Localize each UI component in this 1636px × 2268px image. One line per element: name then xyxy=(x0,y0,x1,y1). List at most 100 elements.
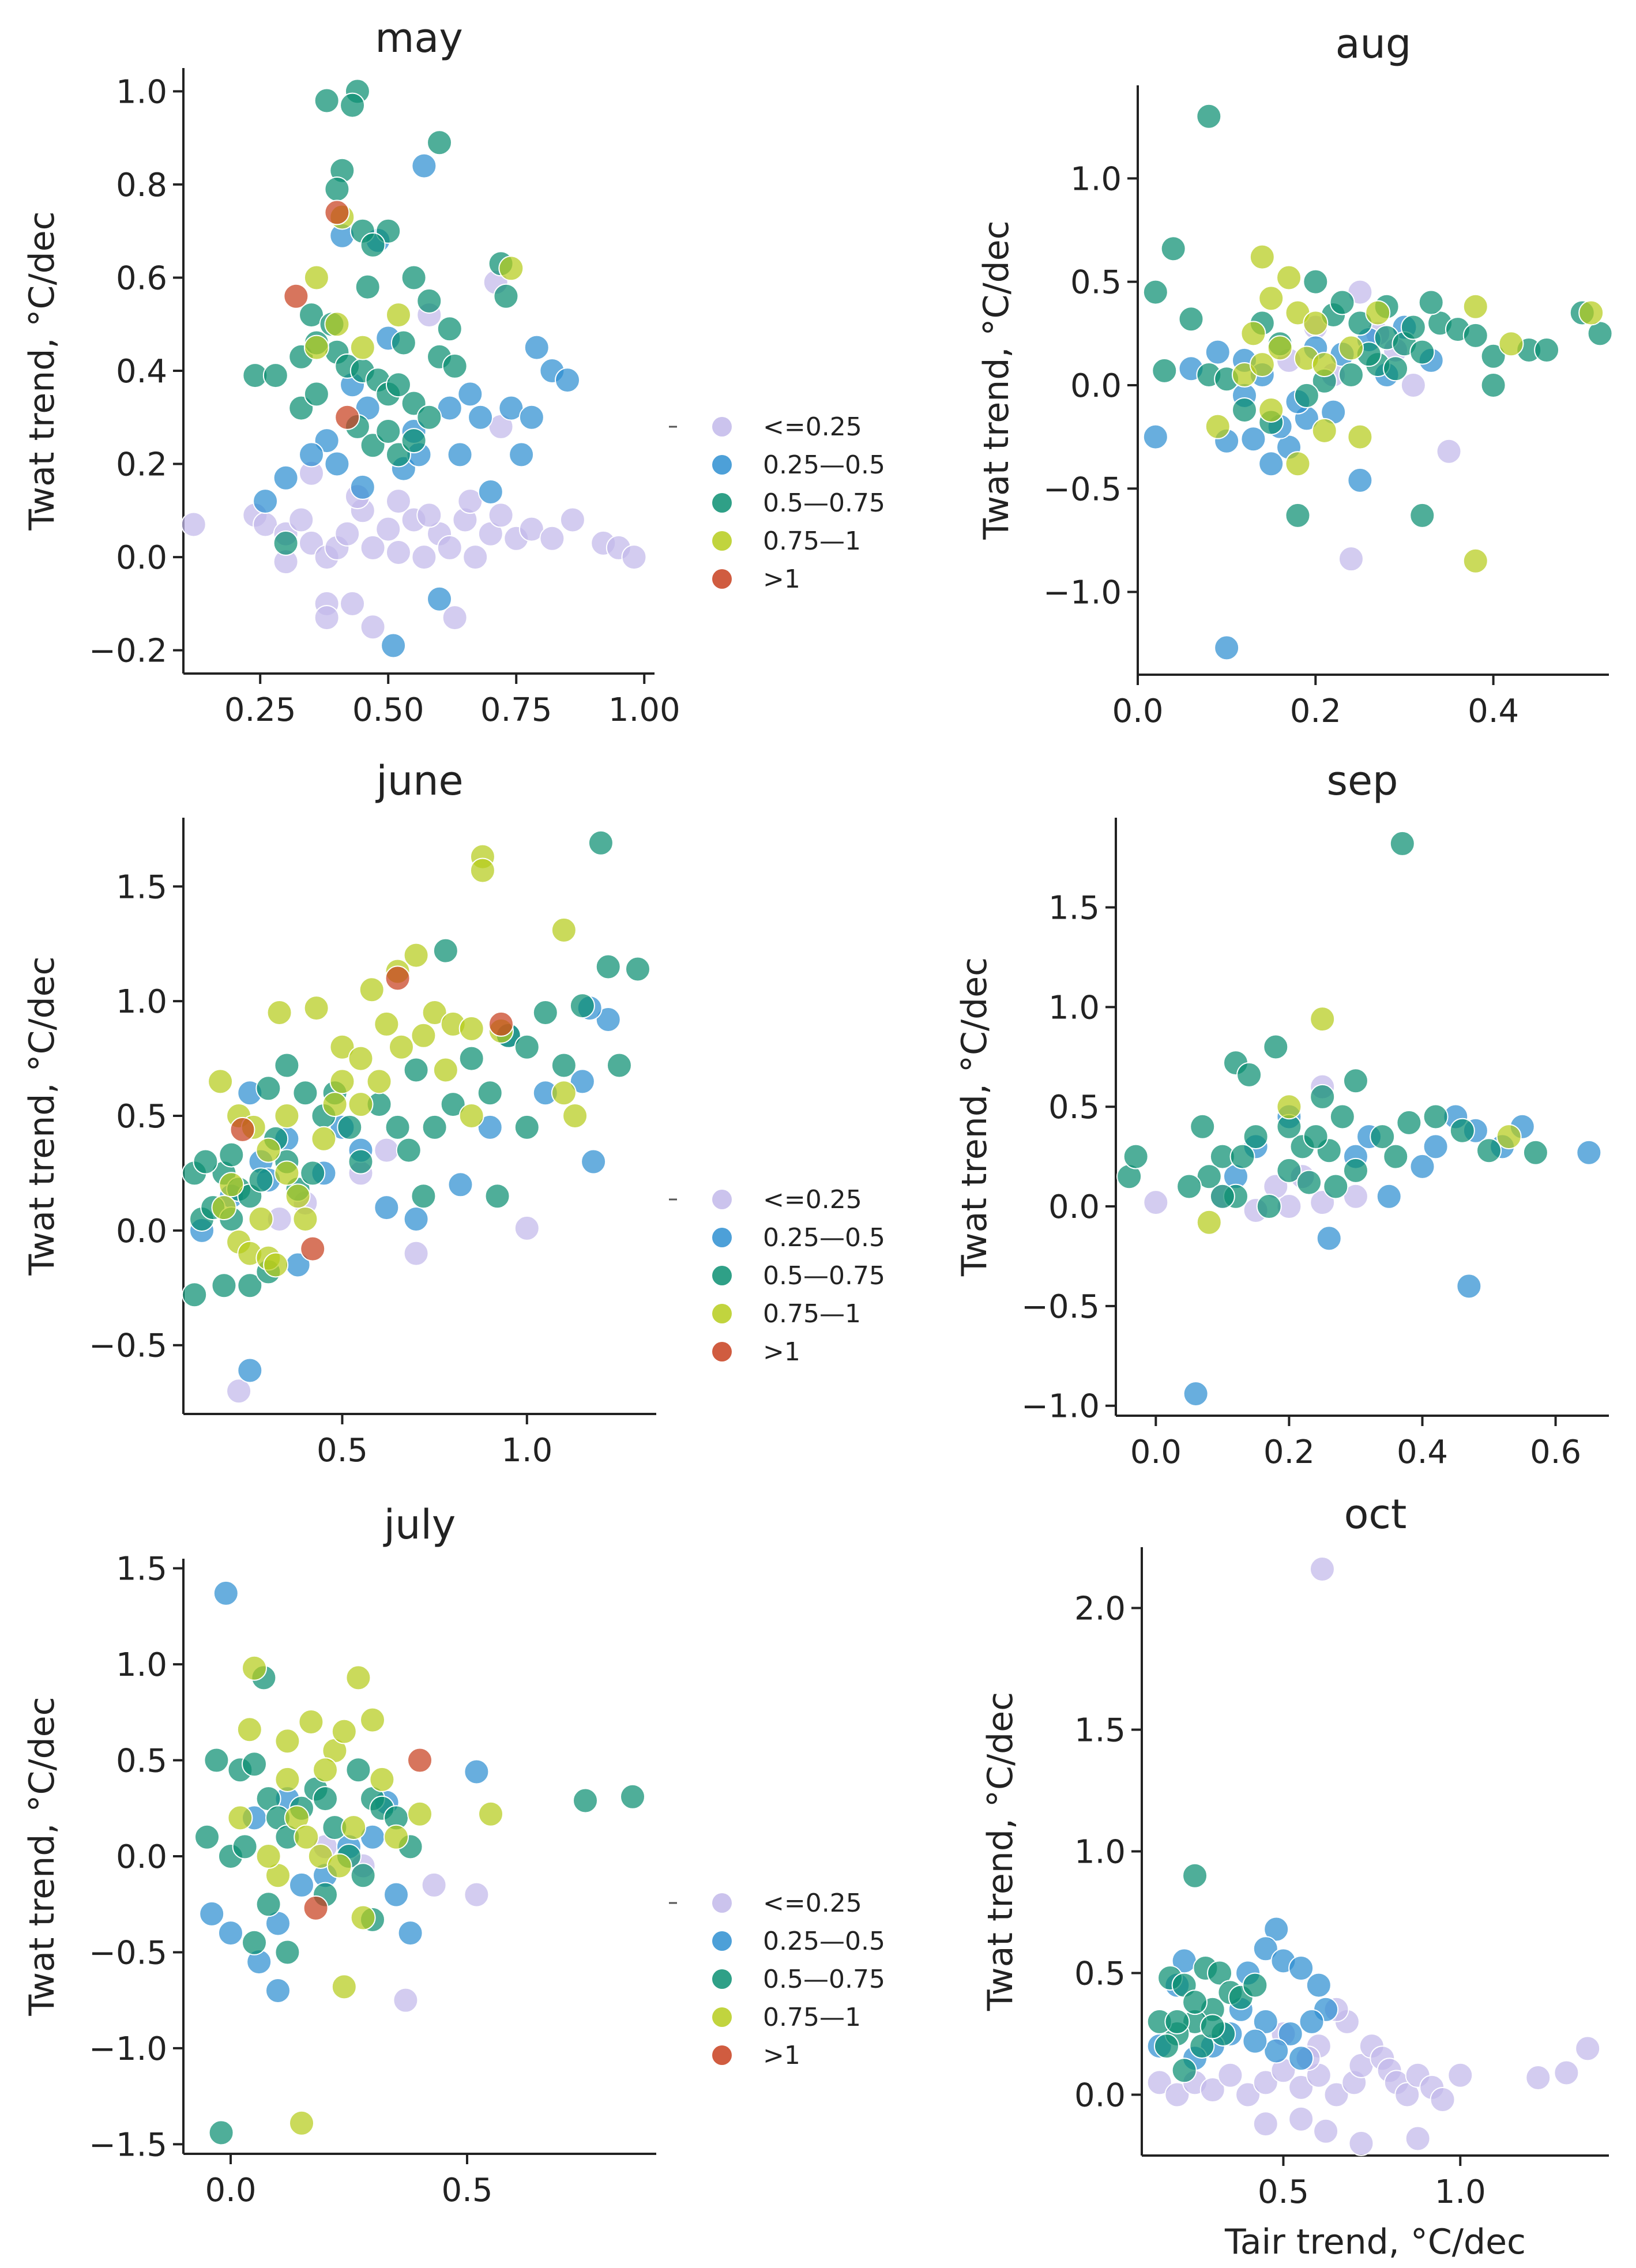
data-point xyxy=(478,1801,503,1827)
data-point xyxy=(313,1757,338,1783)
y-tick-label: 0.5 xyxy=(1074,1955,1126,1993)
data-point xyxy=(237,1273,263,1299)
data-point xyxy=(248,1206,274,1232)
data-point xyxy=(1338,335,1364,361)
data-point xyxy=(1229,1144,1255,1169)
data-point xyxy=(469,857,495,883)
data-point xyxy=(1123,1144,1149,1169)
y-tick-label: 1.0 xyxy=(1048,989,1100,1026)
legend-marker xyxy=(712,455,732,475)
data-point xyxy=(303,995,329,1021)
y-tick-label: 0.0 xyxy=(1048,1188,1100,1226)
data-point xyxy=(411,544,437,570)
data-point xyxy=(255,1075,281,1101)
legend-label: <=0.25 xyxy=(763,412,862,442)
data-point xyxy=(403,1206,429,1232)
data-point xyxy=(345,1757,371,1783)
data-point xyxy=(211,1273,237,1299)
data-point xyxy=(1430,2086,1456,2112)
data-point xyxy=(1409,502,1435,528)
data-point xyxy=(1323,1174,1349,1199)
data-point xyxy=(551,917,577,943)
data-point xyxy=(539,525,565,551)
data-point xyxy=(427,130,453,156)
data-point xyxy=(1263,1034,1289,1060)
data-point xyxy=(213,1580,239,1606)
data-point xyxy=(1231,397,1257,423)
y-tick-label: 0.6 xyxy=(116,259,167,297)
data-point xyxy=(1171,2058,1197,2083)
data-point xyxy=(1217,2062,1243,2088)
x-tick-label: 0.5 xyxy=(317,1432,368,1469)
data-point xyxy=(381,633,407,659)
data-point xyxy=(407,1747,432,1773)
legend-label: 0.75—1 xyxy=(763,2003,861,2032)
legend-label: <=0.25 xyxy=(763,1185,862,1214)
data-point xyxy=(366,1069,392,1094)
y-tick-label: −1.5 xyxy=(89,2126,167,2164)
data-point xyxy=(1258,451,1284,477)
data-point xyxy=(1365,300,1391,326)
data-point xyxy=(329,1069,355,1094)
data-point xyxy=(263,1252,289,1278)
x-axis-label: Tair trend, °C/dec xyxy=(1224,2222,1526,2262)
data-point xyxy=(359,977,385,1003)
data-point xyxy=(1342,1183,1368,1209)
legend-marker xyxy=(712,1228,732,1247)
x-tick-label: 0.2 xyxy=(1263,1434,1315,1471)
legend-label: >1 xyxy=(763,1337,800,1367)
y-axis-label: Twat trend, °C/dec xyxy=(980,1692,1021,2011)
data-point xyxy=(606,1052,632,1078)
x-tick-label: 0.4 xyxy=(1397,1434,1448,1471)
data-point xyxy=(1400,314,1426,340)
data-point xyxy=(1235,2082,1261,2108)
data-point xyxy=(322,1092,348,1118)
y-tick-label: 0.0 xyxy=(116,1213,167,1250)
data-point xyxy=(555,367,581,393)
x-tick-label: 1.0 xyxy=(501,1432,552,1469)
data-point xyxy=(303,334,329,360)
data-point xyxy=(440,1092,466,1118)
data-point xyxy=(1253,2009,1278,2034)
data-point xyxy=(255,1891,281,1917)
data-point xyxy=(442,353,468,379)
data-point xyxy=(292,1206,318,1232)
data-point xyxy=(403,942,429,968)
data-point xyxy=(416,404,442,430)
data-point xyxy=(498,255,524,281)
data-point xyxy=(447,1172,473,1198)
data-point xyxy=(1534,337,1560,363)
panel-oct: oct 0.0 0.5 1.0 1.5 2.0 0.5 1.0 Twat trend, °C/d… xyxy=(980,1491,1609,2262)
legend-marker xyxy=(712,2045,732,2065)
data-point xyxy=(274,1766,300,1792)
data-point xyxy=(1240,426,1266,452)
data-point xyxy=(331,1974,357,2000)
data-point xyxy=(385,965,411,991)
data-point xyxy=(390,330,416,356)
data-point xyxy=(1370,1124,1396,1150)
data-point xyxy=(1288,2045,1314,2071)
data-point xyxy=(1253,1936,1278,1962)
data-point xyxy=(1299,2009,1325,2034)
legend: <=0.25 0.25—0.5 0.5—0.75 0.75—1 >1 xyxy=(669,412,885,594)
legend-label: 0.5—0.75 xyxy=(763,1965,885,1994)
data-point xyxy=(532,1000,558,1026)
data-point xyxy=(194,1824,220,1850)
legend-label: 0.75—1 xyxy=(763,526,861,556)
x-tick-label: 1.00 xyxy=(608,691,680,729)
data-point xyxy=(1409,1153,1435,1179)
data-point xyxy=(1476,1138,1502,1164)
legend-marker xyxy=(712,1342,732,1361)
x-tick-label: 0.0 xyxy=(1112,693,1163,730)
data-point xyxy=(1243,1124,1269,1150)
y-tick-label: 1.0 xyxy=(116,1646,167,1684)
data-point xyxy=(274,1103,300,1129)
data-point xyxy=(588,830,614,856)
y-tick-label: 0.0 xyxy=(1070,367,1122,405)
data-point xyxy=(334,521,360,547)
legend-label: 0.75—1 xyxy=(763,1299,861,1329)
legend: <=0.25 0.25—0.5 0.5—0.75 0.75—1 >1 xyxy=(669,1185,885,1367)
data-point xyxy=(283,283,309,309)
data-point xyxy=(1405,2126,1431,2152)
data-point xyxy=(462,544,488,570)
